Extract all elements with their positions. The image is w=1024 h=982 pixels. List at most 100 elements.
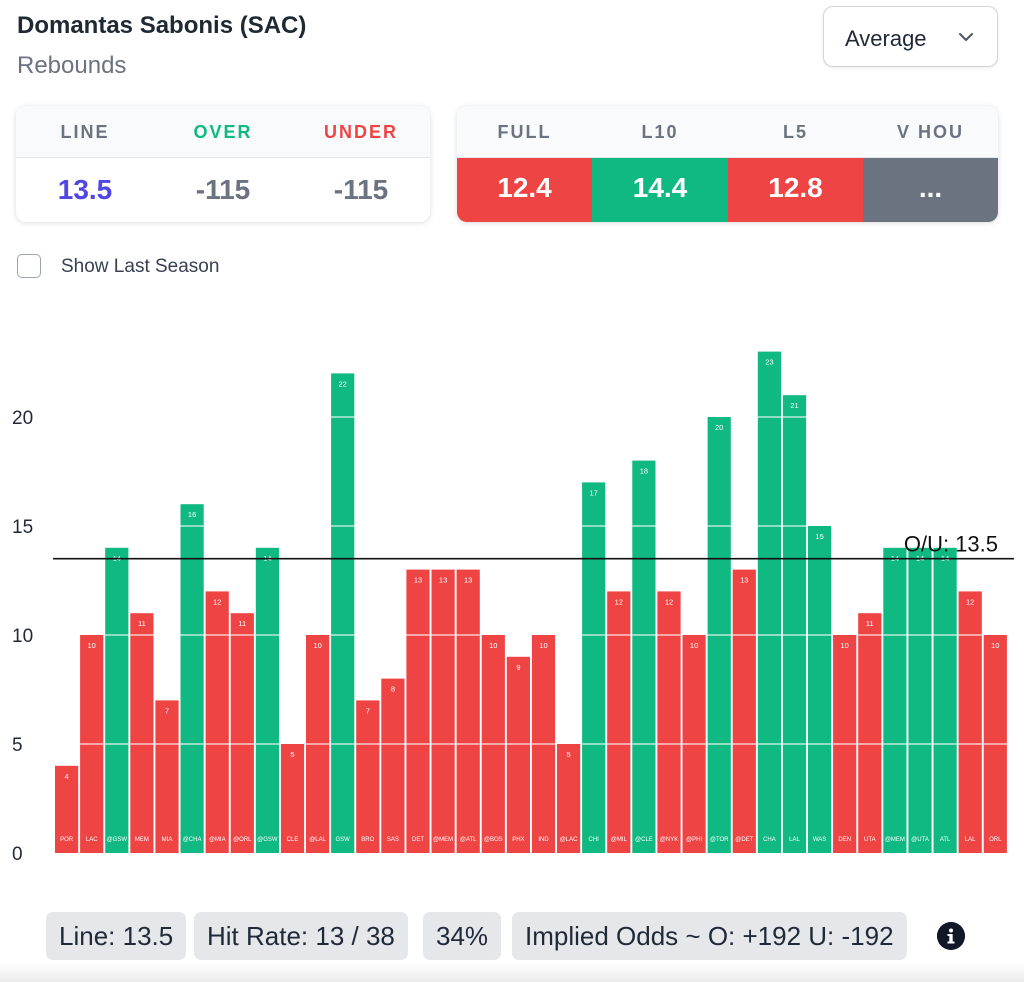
y-tick-label: 20 xyxy=(12,408,33,429)
split-l10-header: L10 xyxy=(641,122,679,142)
x-tick-label: @LAC xyxy=(560,837,578,843)
x-tick-label: @PHI xyxy=(686,837,702,843)
x-tick-label: @MIL xyxy=(611,837,628,843)
bar-value-label: 18 xyxy=(640,467,648,476)
bar xyxy=(456,569,480,853)
x-tick-label: BRO xyxy=(361,837,374,843)
x-tick-label: ORL xyxy=(989,837,1002,843)
bar xyxy=(230,613,254,853)
line-header: LINE xyxy=(60,122,110,142)
bar xyxy=(331,373,355,853)
x-tick-label: CHA xyxy=(763,837,776,843)
summary-footer: Line: 13.5 Hit Rate: 13 / 38 34% Implied… xyxy=(0,912,1024,960)
y-tick-label: 5 xyxy=(12,735,23,756)
x-tick-label: @TOR xyxy=(710,837,729,843)
bar xyxy=(255,547,279,853)
under-odds: -115 xyxy=(333,174,389,205)
x-tick-label: @ORL xyxy=(233,837,252,843)
bar xyxy=(180,504,204,853)
bar-value-label: 10 xyxy=(88,641,96,650)
x-tick-label: DEN xyxy=(838,837,851,843)
bar-value-label: 8 xyxy=(391,685,395,694)
info-icon[interactable] xyxy=(937,922,965,950)
line-odds-header xyxy=(16,106,430,158)
x-tick-label: @NYK xyxy=(660,837,678,843)
split-l5-header: L5 xyxy=(782,122,808,142)
line-odds-card: LINE OVER UNDER 13.5 -115 -115 xyxy=(16,106,430,222)
split-vs-opp-value: ... xyxy=(863,158,998,222)
bar xyxy=(557,744,581,853)
x-tick-label: POR xyxy=(60,837,74,843)
rebounds-bar-chart: 051015204POR10LAC14@GSW11MEM7MIA16@CHA12… xyxy=(12,351,1014,865)
bar-value-label: 15 xyxy=(815,532,823,541)
dropdown-value: Average xyxy=(845,26,927,51)
splits-header xyxy=(457,106,998,158)
over-header: OVER xyxy=(193,122,253,142)
show-last-season-checkbox[interactable] xyxy=(17,254,41,278)
splits-card: FULL L10 L5 V HOU 12.4 14.4 12.8 ... xyxy=(457,106,998,222)
bar-value-label: 10 xyxy=(690,641,698,650)
x-tick-label: LAL xyxy=(789,837,800,843)
y-tick-label: 0 xyxy=(12,844,23,865)
x-tick-label: MEM xyxy=(135,837,149,843)
bar-value-label: 23 xyxy=(765,358,773,367)
bar-value-label: 12 xyxy=(665,597,673,606)
bar xyxy=(431,569,455,853)
line-pill: Line: 13.5 xyxy=(46,912,187,960)
bar-value-label: 10 xyxy=(539,641,547,650)
y-tick-label: 15 xyxy=(12,517,33,538)
split-full-header: FULL xyxy=(497,122,552,142)
bar-value-label: 10 xyxy=(313,641,321,650)
hit-percent-pill: 34% xyxy=(423,912,502,960)
x-tick-label: @GSW xyxy=(107,837,128,843)
x-tick-label: CHI xyxy=(589,837,600,843)
bottom-edge xyxy=(0,962,1024,982)
x-tick-label: @GSW xyxy=(257,837,278,843)
x-tick-label: MIA xyxy=(162,837,173,843)
bar xyxy=(356,700,380,853)
bar xyxy=(757,351,781,853)
x-tick-label: @UTA xyxy=(911,837,929,843)
split-full-value: 12.4 xyxy=(457,158,592,222)
bar xyxy=(506,656,530,853)
x-tick-label: GSW xyxy=(336,837,351,843)
bar xyxy=(883,547,907,853)
bar xyxy=(105,547,129,853)
bar-value-label: 13 xyxy=(740,576,748,585)
bar xyxy=(55,765,79,853)
bar-value-label: 13 xyxy=(414,576,422,585)
bar xyxy=(205,591,229,853)
bar-value-label: 12 xyxy=(615,597,623,606)
bar xyxy=(808,526,832,853)
chevron-down-icon xyxy=(959,33,973,41)
bar xyxy=(155,700,179,853)
player-name: Domantas Sabonis (SAC) xyxy=(17,12,307,39)
x-tick-label: WAS xyxy=(813,837,826,843)
bar-value-label: 9 xyxy=(516,663,520,672)
split-l10-value: 14.4 xyxy=(592,158,728,222)
bar xyxy=(406,569,430,853)
implied-odds-pill: Implied Odds ~ O: +192 U: -192 xyxy=(512,912,907,960)
x-tick-label: @LAL xyxy=(309,837,326,843)
average-dropdown[interactable]: Average xyxy=(823,6,998,67)
x-tick-label: ATL xyxy=(940,837,951,843)
x-tick-label: @MEM xyxy=(433,837,453,843)
bar-value-label: 10 xyxy=(991,641,999,650)
bar-value-label: 10 xyxy=(489,641,497,650)
bar xyxy=(908,547,932,853)
bar-value-label: 16 xyxy=(188,510,196,519)
bar xyxy=(582,482,606,853)
x-tick-label: DET xyxy=(412,837,424,843)
y-tick-label: 10 xyxy=(12,626,33,647)
show-last-season-label[interactable]: Show Last Season xyxy=(61,256,220,277)
bar xyxy=(381,678,405,853)
bar-value-label: 12 xyxy=(966,597,974,606)
bar xyxy=(632,460,656,853)
bar-value-label: 12 xyxy=(213,597,221,606)
bar xyxy=(607,591,631,853)
x-tick-label: @BOS xyxy=(484,837,503,843)
bar xyxy=(732,569,756,853)
bar-value-label: 7 xyxy=(165,706,169,715)
over-odds: -115 xyxy=(195,174,251,205)
x-tick-label: IND xyxy=(538,837,549,843)
